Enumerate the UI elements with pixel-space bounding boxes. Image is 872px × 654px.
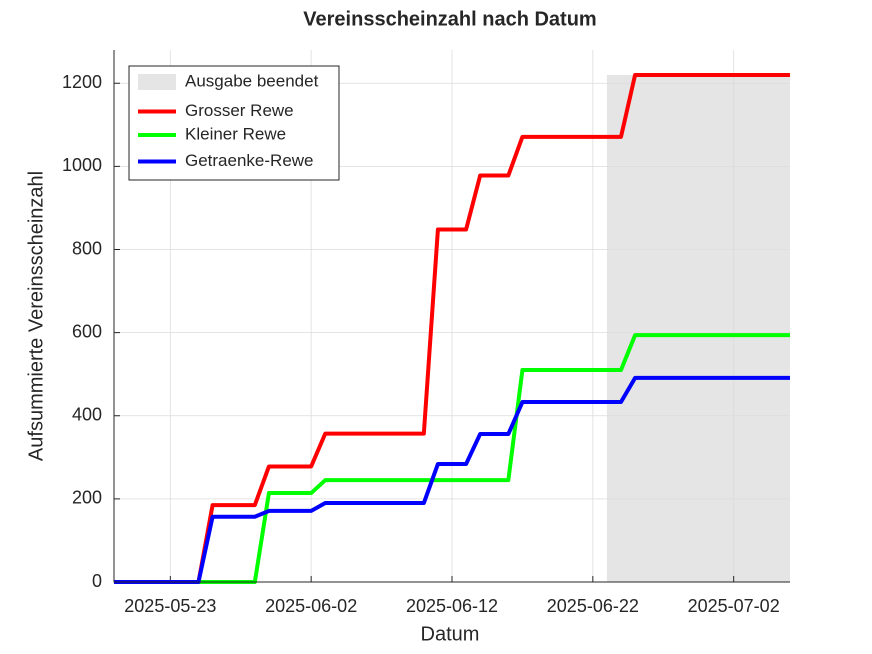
data-line — [114, 72, 790, 584]
y-tick-label: 200 — [72, 488, 102, 508]
x-tick-label: 2025-06-12 — [406, 596, 498, 616]
legend-label: Getraenke-Rewe — [185, 151, 314, 170]
y-axis-label: Aufsummierte Vereinsscheinzahl — [25, 171, 47, 461]
data-line — [114, 333, 790, 584]
legend-label: Kleiner Rewe — [185, 124, 286, 143]
data-line — [114, 375, 790, 584]
legend-label: Ausgabe beendet — [185, 71, 319, 90]
axes-box — [113, 50, 790, 583]
legend-swatch — [138, 74, 176, 90]
x-tick-label: 2025-07-02 — [688, 596, 780, 616]
shaded-region — [606, 74, 790, 582]
chart-title: Vereinsscheinzahl nach Datum — [303, 8, 596, 30]
x-tick-label: 2025-05-23 — [124, 596, 216, 616]
legend-label: Grosser Rewe — [185, 101, 294, 120]
y-tick-label: 800 — [72, 238, 102, 258]
x-axis-label: Datum — [421, 623, 480, 645]
y-tick-label: 400 — [72, 405, 102, 425]
y-tick-label: 0 — [92, 571, 102, 591]
y-tick-label: 1000 — [62, 155, 102, 175]
x-tick-label: 2025-06-22 — [547, 596, 639, 616]
y-tick-label: 600 — [72, 321, 102, 341]
x-tick-label: 2025-06-02 — [265, 596, 357, 616]
y-tick-label: 1200 — [62, 72, 102, 92]
